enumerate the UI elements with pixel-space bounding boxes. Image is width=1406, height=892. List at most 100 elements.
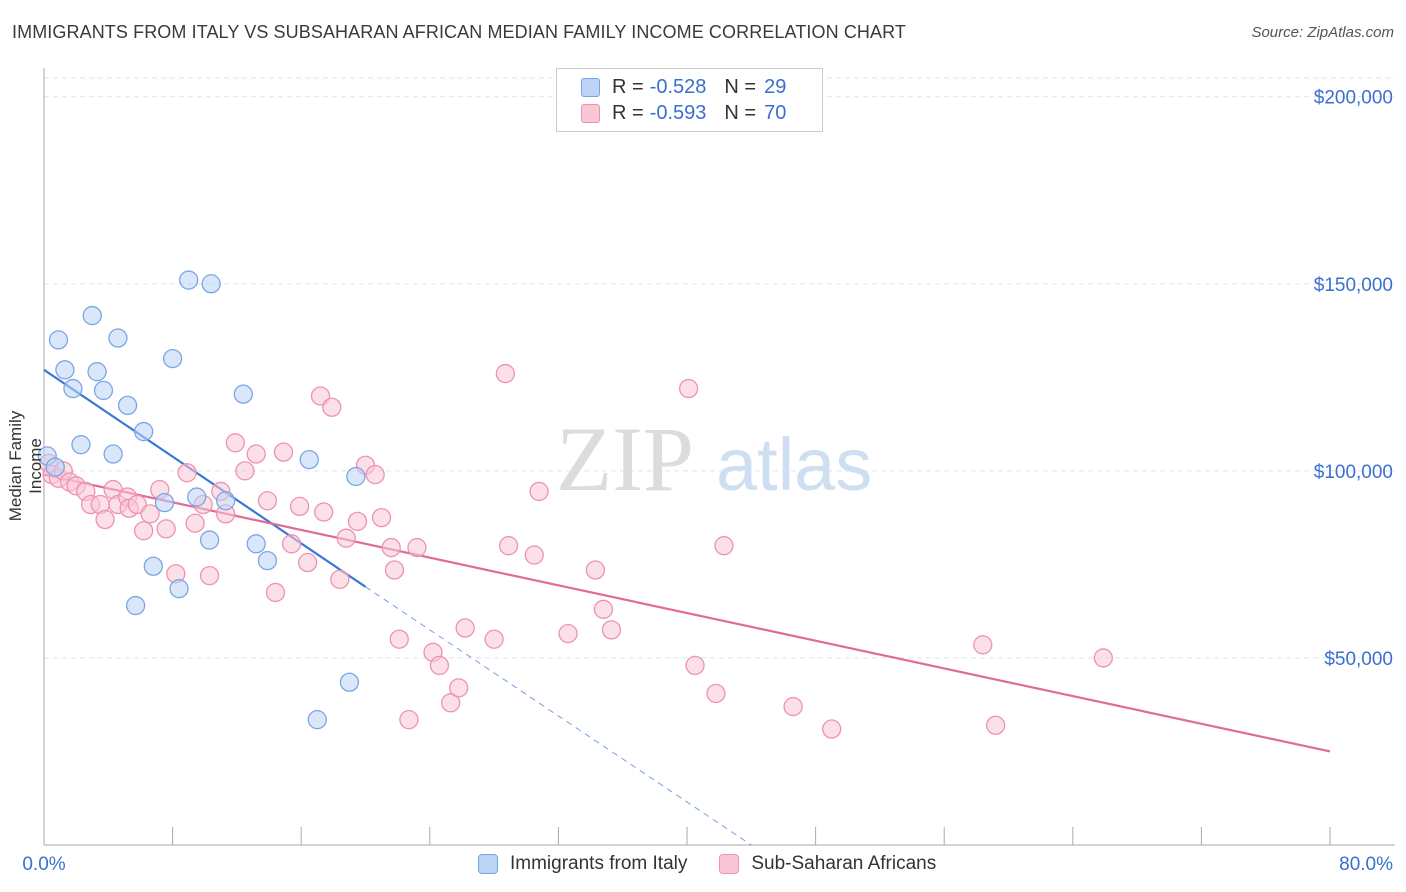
point-italy xyxy=(71,435,91,455)
correlation-legend: R = -0.528 N = 29 R = -0.593 N = 70 xyxy=(556,68,823,132)
point-italy xyxy=(299,449,319,470)
point-subsaharan xyxy=(273,442,294,462)
point-subsaharan xyxy=(449,678,469,698)
point-subsaharan xyxy=(177,463,197,483)
point-subsaharan xyxy=(225,433,245,453)
point-subsaharan xyxy=(297,552,318,573)
point-italy xyxy=(63,378,83,399)
point-subsaharan xyxy=(336,528,356,548)
point-subsaharan xyxy=(524,545,544,565)
point-subsaharan xyxy=(399,710,419,730)
point-italy xyxy=(233,384,253,404)
point-italy xyxy=(103,444,123,464)
series-legend: Immigrants from Italy Sub-Saharan Africa… xyxy=(478,850,968,878)
point-subsaharan xyxy=(389,629,409,649)
watermark-atlas: atlas xyxy=(716,423,872,506)
point-italy xyxy=(125,595,146,616)
point-subsaharan xyxy=(706,683,726,704)
point-subsaharan xyxy=(185,513,205,533)
legend-swatch-subsaharan xyxy=(719,854,740,874)
point-subsaharan xyxy=(384,560,405,580)
point-subsaharan xyxy=(678,378,699,399)
point-subsaharan xyxy=(498,536,519,556)
point-subsaharan xyxy=(347,511,368,532)
legend-item-subsaharan[interactable]: Sub-Saharan Africans xyxy=(719,853,936,875)
point-italy xyxy=(108,328,128,348)
point-italy xyxy=(169,579,189,599)
legend-row-italy: R = -0.528 N = 29 xyxy=(581,74,786,100)
y-tick-label: $50,000 xyxy=(1324,649,1393,670)
point-subsaharan xyxy=(199,565,220,586)
legend-n-value: 29 xyxy=(764,75,787,98)
y-tick-label: $200,000 xyxy=(1314,88,1393,109)
point-subsaharan xyxy=(156,519,176,539)
point-subsaharan xyxy=(246,444,266,464)
point-italy xyxy=(346,466,366,487)
legend-r-value: -0.528 xyxy=(649,75,707,98)
point-italy xyxy=(143,556,163,576)
point-italy xyxy=(117,395,138,416)
legend-n-label: N = xyxy=(724,75,757,98)
point-italy xyxy=(215,491,236,511)
point-italy xyxy=(307,710,327,730)
point-subsaharan xyxy=(314,502,334,522)
point-subsaharan xyxy=(558,623,578,644)
point-subsaharan xyxy=(407,537,427,558)
point-subsaharan xyxy=(330,569,350,590)
legend-swatch-italy xyxy=(581,77,600,97)
watermark-zip: ZIP xyxy=(556,408,694,510)
point-italy xyxy=(179,270,199,290)
point-subsaharan xyxy=(322,397,342,417)
point-subsaharan xyxy=(257,491,278,511)
point-subsaharan xyxy=(973,635,993,655)
point-subsaharan xyxy=(134,521,154,541)
point-italy xyxy=(201,274,221,294)
point-subsaharan xyxy=(783,696,803,717)
point-italy xyxy=(339,672,360,692)
point-subsaharan xyxy=(585,560,606,580)
point-subsaharan xyxy=(593,599,614,619)
point-italy xyxy=(257,550,278,571)
point-subsaharan xyxy=(484,629,504,649)
point-italy xyxy=(93,380,114,401)
legend-r-value: -0.593 xyxy=(649,101,707,124)
legend-row-subsaharan: R = -0.593 N = 70 xyxy=(581,100,786,126)
chart-title: IMMIGRANTS FROM ITALY VS SUBSAHARAN AFRI… xyxy=(12,22,906,42)
point-subsaharan xyxy=(127,494,147,515)
legend-item-italy[interactable]: Immigrants from Italy xyxy=(478,853,687,875)
point-subsaharan xyxy=(365,464,385,485)
tick-labels: $50,000 $100,000 $150,000 $200,000 0.0% 80.0% xyxy=(22,88,1393,875)
point-subsaharan xyxy=(429,655,450,676)
legend-n-value: 70 xyxy=(764,101,787,124)
point-subsaharan xyxy=(985,715,1006,735)
point-subsaharan xyxy=(235,461,255,481)
trend-line-italy-extension xyxy=(365,586,752,846)
legend-swatch-italy xyxy=(478,854,498,874)
point-subsaharan xyxy=(822,719,842,739)
point-italy xyxy=(199,530,220,550)
point-subsaharan xyxy=(140,504,160,524)
point-subsaharan xyxy=(281,534,302,554)
point-subsaharan xyxy=(685,655,705,676)
point-subsaharan xyxy=(441,693,461,713)
point-subsaharan xyxy=(495,363,516,384)
point-italy xyxy=(48,330,69,350)
point-italy xyxy=(187,487,207,507)
gridlines xyxy=(44,77,1395,659)
trend-lines xyxy=(43,368,1331,846)
series-italy-points xyxy=(37,270,366,730)
point-subsaharan xyxy=(529,481,549,502)
legend-r-label: R = xyxy=(612,75,644,98)
point-subsaharan xyxy=(265,582,286,603)
legend-label-subsaharan: Sub-Saharan Africans xyxy=(751,853,937,874)
point-italy xyxy=(154,493,175,513)
point-italy xyxy=(87,362,107,382)
y-tick-label: $150,000 xyxy=(1314,275,1393,296)
legend-r-label: R = xyxy=(612,101,644,124)
point-italy xyxy=(162,348,183,369)
point-subsaharan xyxy=(371,507,392,528)
trend-line-italy xyxy=(43,368,367,588)
point-subsaharan xyxy=(455,618,475,638)
legend-label-italy: Immigrants from Italy xyxy=(510,853,688,874)
